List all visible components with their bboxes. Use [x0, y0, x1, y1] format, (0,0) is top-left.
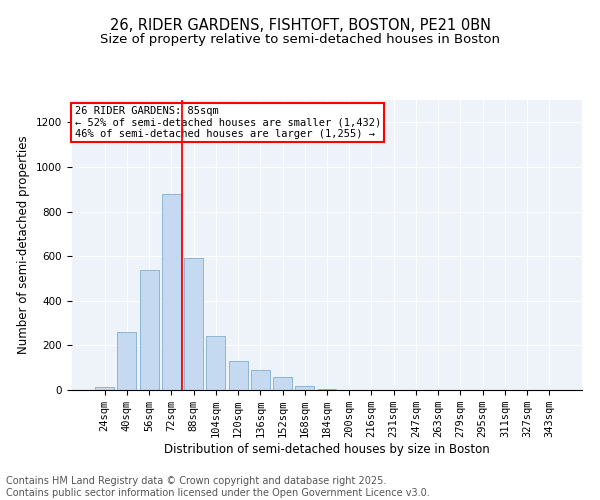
Y-axis label: Number of semi-detached properties: Number of semi-detached properties — [17, 136, 31, 354]
Bar — [251, 370, 270, 390]
Bar — [140, 270, 158, 390]
Bar — [162, 194, 181, 390]
Bar — [118, 332, 136, 390]
Bar — [184, 258, 203, 390]
Bar — [229, 361, 248, 390]
Text: Size of property relative to semi-detached houses in Boston: Size of property relative to semi-detach… — [100, 32, 500, 46]
Bar — [95, 386, 114, 390]
Bar — [206, 336, 225, 390]
Text: Contains HM Land Registry data © Crown copyright and database right 2025.
Contai: Contains HM Land Registry data © Crown c… — [6, 476, 430, 498]
Bar — [295, 386, 314, 390]
Bar — [317, 389, 337, 390]
Text: 26 RIDER GARDENS: 85sqm
← 52% of semi-detached houses are smaller (1,432)
46% of: 26 RIDER GARDENS: 85sqm ← 52% of semi-de… — [74, 106, 381, 139]
Text: 26, RIDER GARDENS, FISHTOFT, BOSTON, PE21 0BN: 26, RIDER GARDENS, FISHTOFT, BOSTON, PE2… — [110, 18, 491, 32]
X-axis label: Distribution of semi-detached houses by size in Boston: Distribution of semi-detached houses by … — [164, 443, 490, 456]
Bar — [273, 376, 292, 390]
